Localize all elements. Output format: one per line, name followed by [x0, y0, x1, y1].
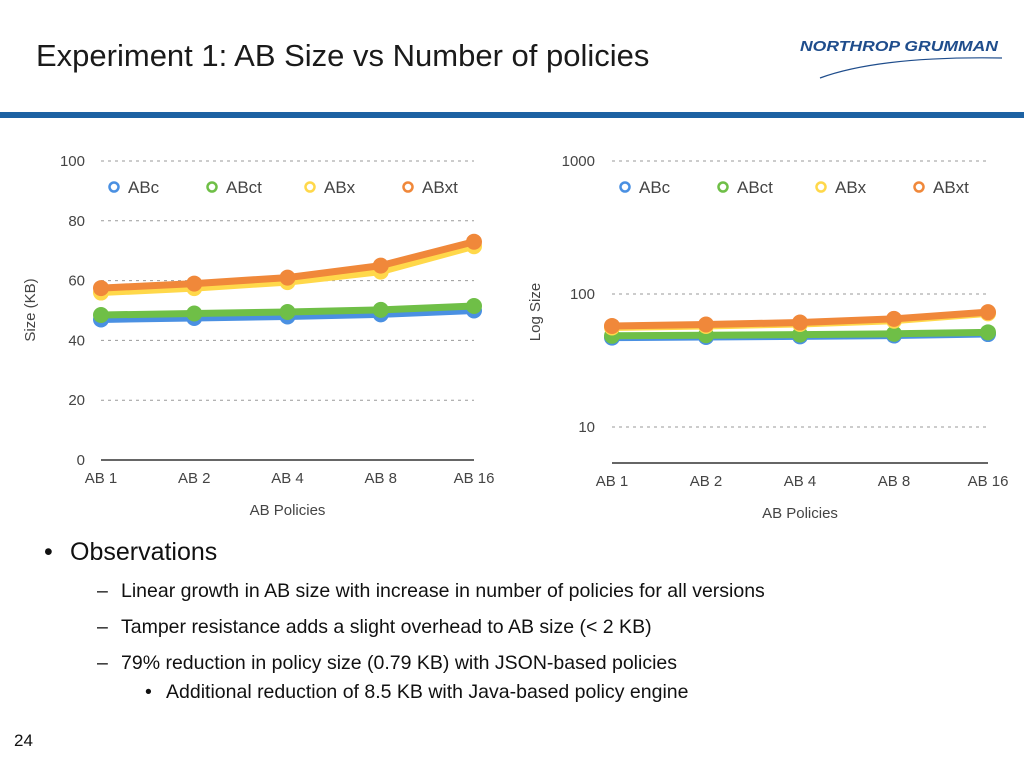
x-axis-label: AB Policies [250, 502, 326, 519]
data-point [980, 324, 996, 341]
y-tick-label: 80 [68, 213, 85, 230]
data-point [466, 298, 482, 315]
legend-marker [619, 181, 631, 193]
x-tick-label: AB 4 [271, 470, 304, 487]
x-tick-label: AB 8 [364, 470, 397, 487]
observation-item: – Linear growth in AB size with increase … [97, 580, 765, 602]
page-number: 24 [14, 731, 33, 750]
legend-marker [304, 181, 316, 193]
data-point [980, 304, 996, 321]
legend-marker [402, 181, 414, 193]
observation-item: –79% reduction in policy size (0.79 KB) … [97, 652, 678, 674]
data-point [886, 310, 902, 327]
x-tick-label: AB 2 [178, 470, 211, 487]
y-tick-label: 40 [68, 332, 85, 349]
observation-item: – Tamper resistance adds a slight overhea… [97, 616, 652, 638]
data-point [604, 317, 620, 334]
legend-label: ABc [639, 178, 671, 197]
legend-marker [108, 181, 120, 193]
observation-sub-item: • Additional reduction of 8.5 KB with Jav… [145, 681, 689, 703]
log-size-chart: 10 100 1000 AB 1 AB 2 AB 4 AB 8 AB 16 AB Policie… [527, 153, 1009, 522]
observations-heading: Observations [44, 538, 1004, 567]
y-axis-label: Size (KB) [22, 278, 39, 341]
y-axis-label: Log Size [527, 283, 544, 341]
x-tick-label: AB 4 [784, 473, 817, 490]
x-tick-label: AB 1 [85, 470, 118, 487]
data-point [466, 233, 482, 250]
observations-list: Observations –Linear growth in AB size w… [44, 538, 1004, 706]
legend-label: ABc [128, 178, 160, 197]
logo-swoosh [819, 57, 1003, 79]
legend-marker [206, 181, 218, 193]
logo-text: NORTHROP GRUMMAN [800, 39, 999, 55]
x-tick-label: AB 8 [878, 473, 911, 490]
data-point [372, 257, 389, 274]
x-tick-label: AB 16 [968, 473, 1009, 490]
title-divider [0, 112, 1024, 118]
y-tick-label: 1000 [562, 153, 595, 170]
data-point [372, 301, 389, 318]
data-point [886, 325, 902, 342]
y-tick-label: 100 [570, 286, 595, 303]
legend-label: ABx [835, 178, 867, 197]
y-tick-label: 100 [60, 153, 85, 170]
legend-label: ABct [226, 178, 262, 197]
y-tick-label: 20 [68, 392, 85, 409]
data-point [186, 275, 203, 292]
x-tick-label: AB 2 [690, 473, 723, 490]
data-point [279, 269, 296, 286]
data-point [186, 305, 203, 322]
x-tick-label: AB 16 [454, 470, 495, 487]
legend-label: ABxt [422, 178, 458, 197]
data-point [792, 314, 808, 331]
data-point [93, 280, 109, 297]
x-tick-label: AB 1 [596, 473, 629, 490]
data-point [279, 303, 296, 320]
northrop-grumman-logo: NORTHROP GRUMMAN [800, 39, 1003, 79]
legend-marker [717, 181, 729, 193]
legend-label: ABct [737, 178, 773, 197]
y-tick-label: 0 [77, 452, 85, 469]
data-point [698, 316, 714, 333]
y-tick-label: 10 [578, 419, 595, 436]
y-tick-label: 60 [68, 273, 85, 290]
linear-size-chart: 0 20 40 60 80 100 AB 1 AB 2 AB 4 AB 8 AB 16 AB Poli… [22, 153, 495, 519]
x-axis-label: AB Policies [762, 505, 838, 522]
legend-marker [815, 181, 827, 193]
legend-label: ABxt [933, 178, 969, 197]
legend-label: ABx [324, 178, 356, 197]
slide-title: Experiment 1: AB Size vs Number of polic… [36, 38, 650, 73]
legend-marker [913, 181, 925, 193]
data-point [93, 306, 109, 323]
